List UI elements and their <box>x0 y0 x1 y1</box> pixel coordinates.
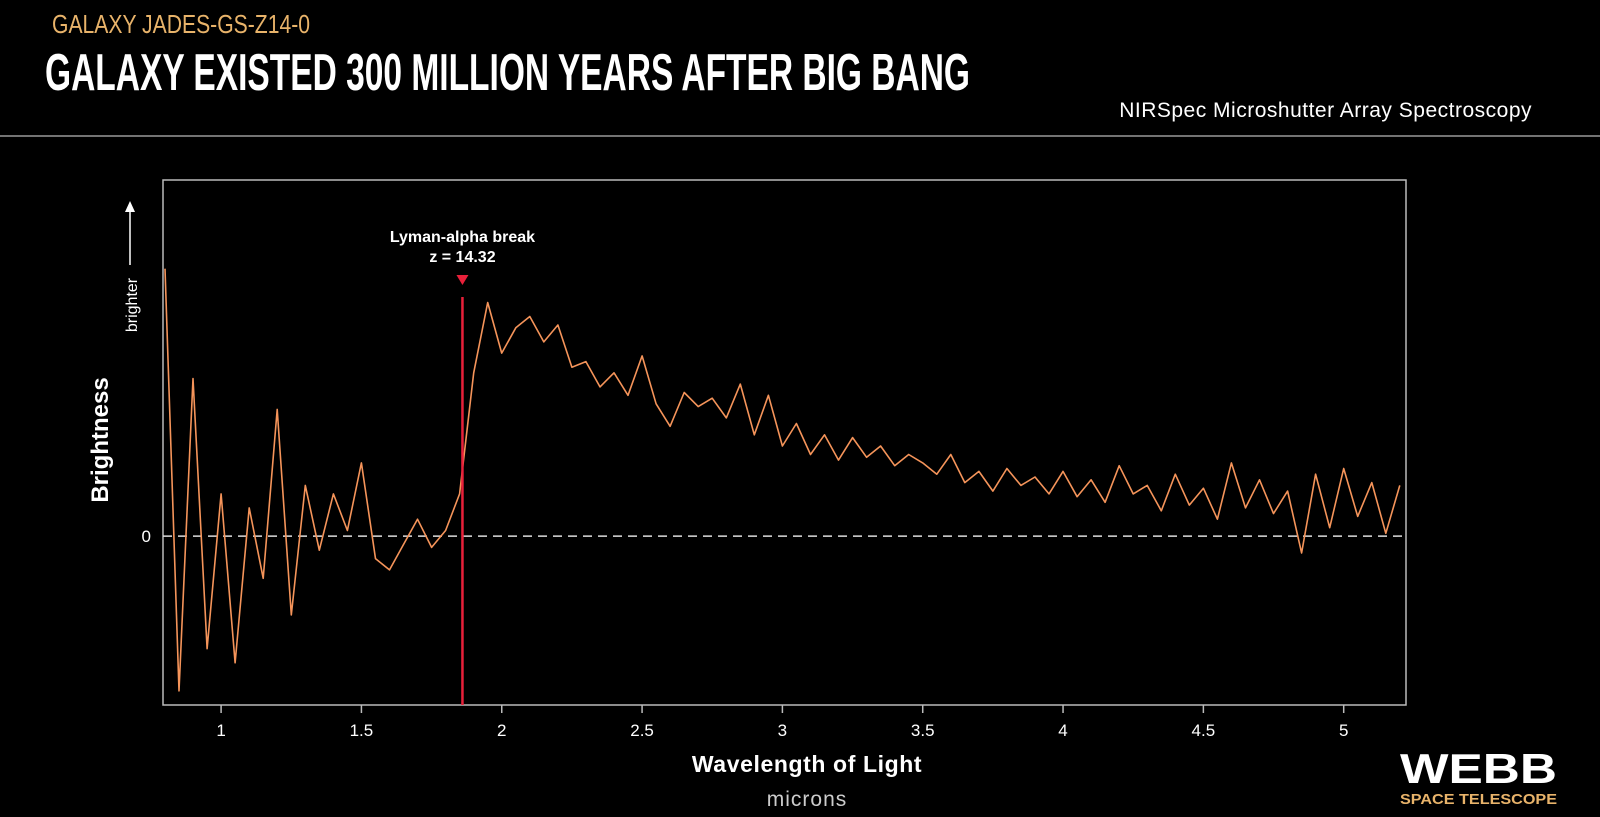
x-tick-label: 5 <box>1339 721 1348 740</box>
spectrum-line <box>164 268 1401 692</box>
y-hint: brighter <box>124 277 141 332</box>
y-tick-label: 0 <box>142 527 151 546</box>
x-tick-label: 4 <box>1058 721 1067 740</box>
annotation-text: z = 14.32 <box>429 249 495 266</box>
y-hint-arrowhead <box>125 201 135 212</box>
x-tick-label: 2.5 <box>630 721 654 740</box>
logo-sub: SPACE TELESCOPE <box>1400 791 1557 808</box>
x-tick-label: 2 <box>497 721 506 740</box>
subtitle: NIRSpec Microshutter Array Spectroscopy <box>1119 99 1532 122</box>
logo: WEBB <box>1400 745 1557 792</box>
kicker: GALAXY JADES-GS-Z14-0 <box>52 9 310 39</box>
x-axis-unit: microns <box>767 788 848 811</box>
break-marker <box>456 275 469 285</box>
x-tick-label: 4.5 <box>1192 721 1216 740</box>
chart-title: GALAXY EXISTED 300 MILLION YEARS AFTER B… <box>45 44 970 102</box>
x-tick-label: 1 <box>216 721 225 740</box>
x-tick-label: 3.5 <box>911 721 935 740</box>
x-axis-label: Wavelength of Light <box>692 751 922 777</box>
y-axis-label: Brightness <box>87 377 114 502</box>
x-tick-label: 3 <box>778 721 787 740</box>
x-tick-label: 1.5 <box>350 721 374 740</box>
annotation-text: Lyman-alpha break <box>390 229 535 246</box>
plot-frame <box>162 179 1407 706</box>
